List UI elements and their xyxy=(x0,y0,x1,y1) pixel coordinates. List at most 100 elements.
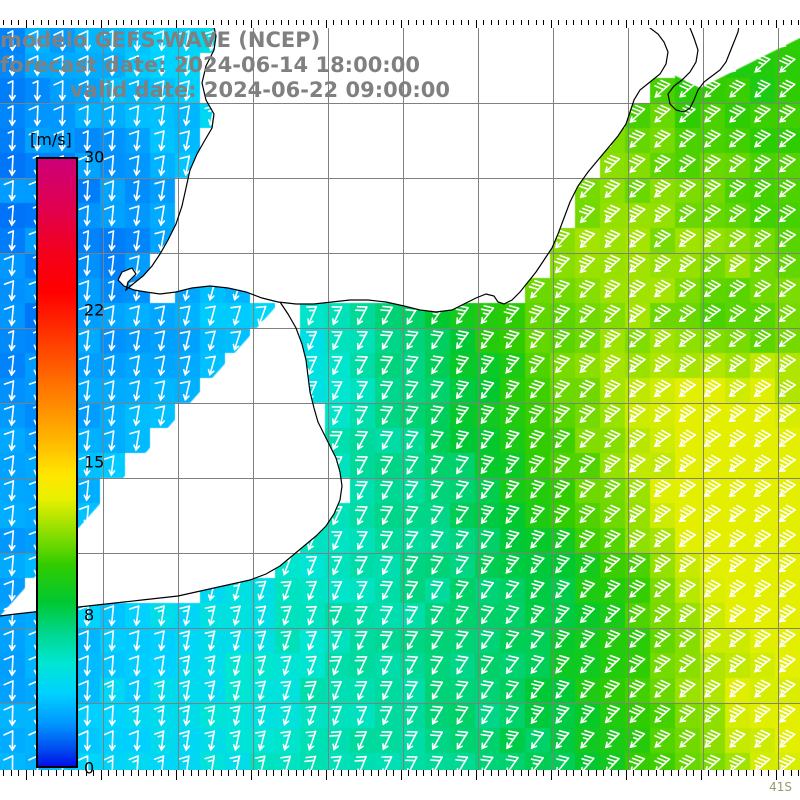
axis-tick-bottom xyxy=(738,770,739,776)
axis-tick-bottom xyxy=(550,770,552,780)
axis-tick-bottom xyxy=(265,770,267,776)
axis-tick-top xyxy=(295,20,297,25)
axis-tick-bottom xyxy=(325,770,327,780)
axis-tick-top xyxy=(640,20,642,25)
map-gridlines xyxy=(0,28,800,770)
axis-tick-top xyxy=(618,20,619,25)
axis-tick-bottom xyxy=(655,770,657,776)
axis-tick-bottom xyxy=(93,770,94,776)
axis-tick-top xyxy=(55,20,57,25)
axis-tick-top xyxy=(363,20,364,25)
axis-tick-bottom xyxy=(415,770,417,776)
axis-tick-top xyxy=(258,20,259,25)
axis-tick-bottom xyxy=(790,770,792,776)
axis-tick-bottom xyxy=(145,770,147,776)
axis-tick-top xyxy=(783,20,784,25)
axis-tick-top xyxy=(355,20,357,25)
axis-tick-bottom xyxy=(280,770,282,776)
axis-tick-top xyxy=(160,20,162,25)
axis-tick-bottom xyxy=(235,770,237,776)
axis-tick-bottom xyxy=(580,770,582,776)
axis-tick-top xyxy=(310,20,312,25)
axis-tick-top xyxy=(340,20,342,25)
axis-tick-bottom xyxy=(715,770,717,776)
map-plot-area[interactable] xyxy=(0,28,800,770)
axis-tick-top xyxy=(168,20,169,25)
axis-tick-top xyxy=(445,20,447,25)
axis-tick-top xyxy=(513,20,514,25)
axis-tick-bottom xyxy=(70,770,72,776)
gridline-vertical xyxy=(553,28,554,770)
axis-tick-bottom xyxy=(370,770,372,776)
axis-tick-top xyxy=(685,20,687,25)
axis-tick-bottom xyxy=(798,770,799,776)
axis-tick-top xyxy=(175,20,177,28)
axis-tick-bottom xyxy=(130,770,132,776)
gridline-vertical xyxy=(103,28,104,770)
axis-tick-bottom xyxy=(333,770,334,776)
axis-tick-bottom xyxy=(250,770,252,780)
axis-tick-top xyxy=(70,20,72,25)
axis-tick-top xyxy=(625,20,627,28)
axis-tick-bottom xyxy=(768,770,769,776)
axis-tick-bottom xyxy=(775,770,777,780)
axis-tick-top xyxy=(100,20,102,28)
axis-tick-top xyxy=(663,20,664,25)
axis-tick-bottom xyxy=(115,770,117,776)
axis-tick-top xyxy=(520,20,522,25)
axis-tick-top xyxy=(670,20,672,25)
axis-tick-top xyxy=(678,20,679,25)
axis-tick-bottom xyxy=(663,770,664,776)
axis-tick-bottom xyxy=(685,770,687,776)
axis-tick-top xyxy=(93,20,94,25)
axis-tick-top xyxy=(243,20,244,25)
gridline-horizontal xyxy=(0,553,800,554)
axis-tick-top xyxy=(145,20,147,25)
axis-tick-bottom xyxy=(543,770,544,776)
axis-tick-top xyxy=(393,20,394,25)
axis-tick-bottom xyxy=(363,770,364,776)
axis-tick-top xyxy=(648,20,649,25)
axis-tick-top xyxy=(423,20,424,25)
axis-tick-bottom xyxy=(565,770,567,776)
axis-tick-top xyxy=(63,20,64,25)
axis-tick-top xyxy=(610,20,612,25)
colorbar-gradient xyxy=(36,157,78,768)
axis-tick-top xyxy=(453,20,454,25)
axis-tick-bottom xyxy=(340,770,342,776)
axis-tick-top xyxy=(565,20,567,25)
axis-tick-bottom xyxy=(33,770,34,776)
axis-tick-top xyxy=(408,20,409,25)
axis-tick-top xyxy=(130,20,132,25)
axis-tick-bottom xyxy=(558,770,559,776)
axis-tick-bottom xyxy=(430,770,432,776)
axis-tick-top xyxy=(235,20,237,25)
axis-tick-top xyxy=(505,20,507,25)
axis-tick-top xyxy=(753,20,754,25)
axis-tick-bottom xyxy=(453,770,454,776)
axis-tick-bottom xyxy=(513,770,514,776)
axis-tick-top xyxy=(10,20,12,25)
colorbar-tick-22: 22 xyxy=(84,300,105,320)
axis-tick-bottom xyxy=(520,770,522,776)
axis-tick-bottom xyxy=(55,770,57,776)
axis-tick-bottom xyxy=(273,770,274,776)
axis-tick-bottom xyxy=(625,770,627,780)
axis-tick-bottom xyxy=(175,770,177,780)
axis-tick-top xyxy=(798,20,799,25)
axis-tick-bottom xyxy=(295,770,297,776)
axis-tick-bottom xyxy=(123,770,124,776)
axis-tick-bottom xyxy=(400,770,402,780)
axis-tick-bottom xyxy=(138,770,139,776)
axis-tick-top xyxy=(468,20,469,25)
gridline-vertical xyxy=(778,28,779,770)
axis-tick-top xyxy=(768,20,769,25)
gridline-vertical xyxy=(328,28,329,770)
axis-tick-bottom xyxy=(3,770,4,776)
axis-tick-bottom xyxy=(490,770,492,776)
gridline-vertical xyxy=(178,28,179,770)
axis-tick-bottom xyxy=(355,770,357,776)
axis-tick-bottom xyxy=(588,770,589,776)
axis-tick-bottom xyxy=(348,770,349,776)
